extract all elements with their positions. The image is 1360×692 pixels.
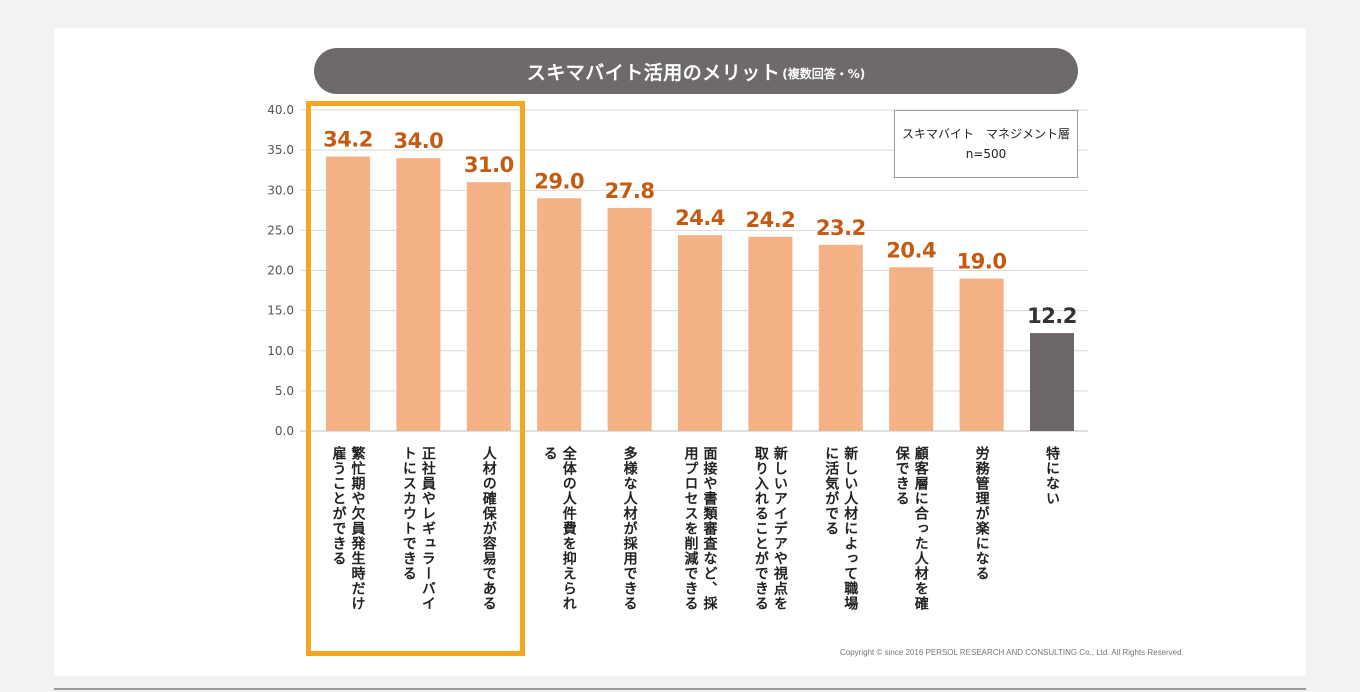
y-tick-label: 30.0	[267, 183, 294, 197]
x-tick-label: 繁忙期や欠員発生時だけ	[350, 445, 367, 611]
x-tick-label: 労務管理が楽になる	[974, 445, 991, 581]
data-label: 34.2	[323, 128, 373, 152]
bar	[466, 182, 511, 431]
data-label: 34.0	[393, 129, 443, 153]
x-tick-label: 用プロセスを削減できる	[683, 446, 699, 611]
bar	[959, 278, 1004, 431]
chart-subtitle: (複数回答・%)	[782, 66, 866, 81]
x-tick-label: 全体の人件費を抑えられ	[561, 445, 578, 611]
bar	[396, 158, 441, 431]
data-label: 24.2	[745, 208, 795, 232]
bar	[326, 156, 370, 432]
legend-group-label: スキマバイト マネジメント層	[901, 127, 1070, 141]
bar	[748, 236, 793, 431]
y-tick-label: 10.0	[267, 344, 294, 358]
x-tick-label: 面接や書類審査など、採	[702, 446, 719, 611]
x-tick-label: 雇うことができる	[331, 445, 347, 566]
x-tick-label: トにスカウトできる	[401, 446, 417, 581]
chart-title: スキマバイト活用のメリット	[526, 61, 781, 84]
x-tick-label: 正社員やレギュラーバイ	[420, 446, 437, 611]
data-label: 31.0	[464, 153, 514, 177]
y-tick-label: 25.0	[267, 223, 294, 237]
bar	[678, 235, 722, 431]
y-tick-label: 35.0	[267, 143, 294, 157]
bar	[1030, 333, 1074, 431]
x-tick-label: 多様な人材が採用できる	[622, 445, 638, 611]
data-label: 20.4	[886, 238, 936, 262]
data-label: 24.4	[675, 206, 725, 230]
x-tick-label: 人材の確保が容易である	[481, 445, 498, 611]
x-tick-label: 取り入れることができる	[753, 446, 769, 611]
legend-box: スキマバイト マネジメント層 n=500	[894, 110, 1078, 178]
chart-title-bar: スキマバイト活用のメリット (複数回答・%)	[314, 48, 1078, 94]
x-tick-label: 保できる	[894, 445, 911, 506]
y-tick-label: 15.0	[267, 304, 294, 318]
x-tick-label: 新しいアイデアや視点を	[772, 445, 789, 611]
bar	[889, 267, 934, 431]
x-tick-label: 顧客層に合った人材を確	[913, 445, 930, 611]
data-label: 19.0	[957, 250, 1007, 274]
data-label: 27.8	[605, 179, 655, 203]
bar	[607, 207, 652, 431]
data-label: 29.0	[534, 169, 584, 193]
highlight-box	[306, 101, 525, 656]
y-tick-label: 40.0	[267, 103, 294, 117]
x-tick-label: る	[542, 446, 558, 461]
bar	[818, 244, 863, 431]
y-tick-label: 20.0	[267, 264, 294, 278]
y-tick-label: 0.0	[275, 424, 294, 438]
bar	[537, 198, 582, 431]
y-tick-label: 5.0	[275, 384, 294, 398]
x-tick-label: に活気がでる	[823, 446, 839, 536]
data-label: 23.2	[816, 216, 866, 240]
x-tick-label: 特にない	[1044, 445, 1060, 506]
x-tick-label: 新しい人材によって職場	[842, 445, 858, 611]
bottom-divider	[54, 688, 1306, 690]
copyright-text: Copyright © since 2016 PERSOL RESEARCH A…	[840, 648, 1184, 657]
legend-sample-size: n=500	[965, 147, 1007, 161]
data-label: 12.2	[1027, 304, 1077, 328]
